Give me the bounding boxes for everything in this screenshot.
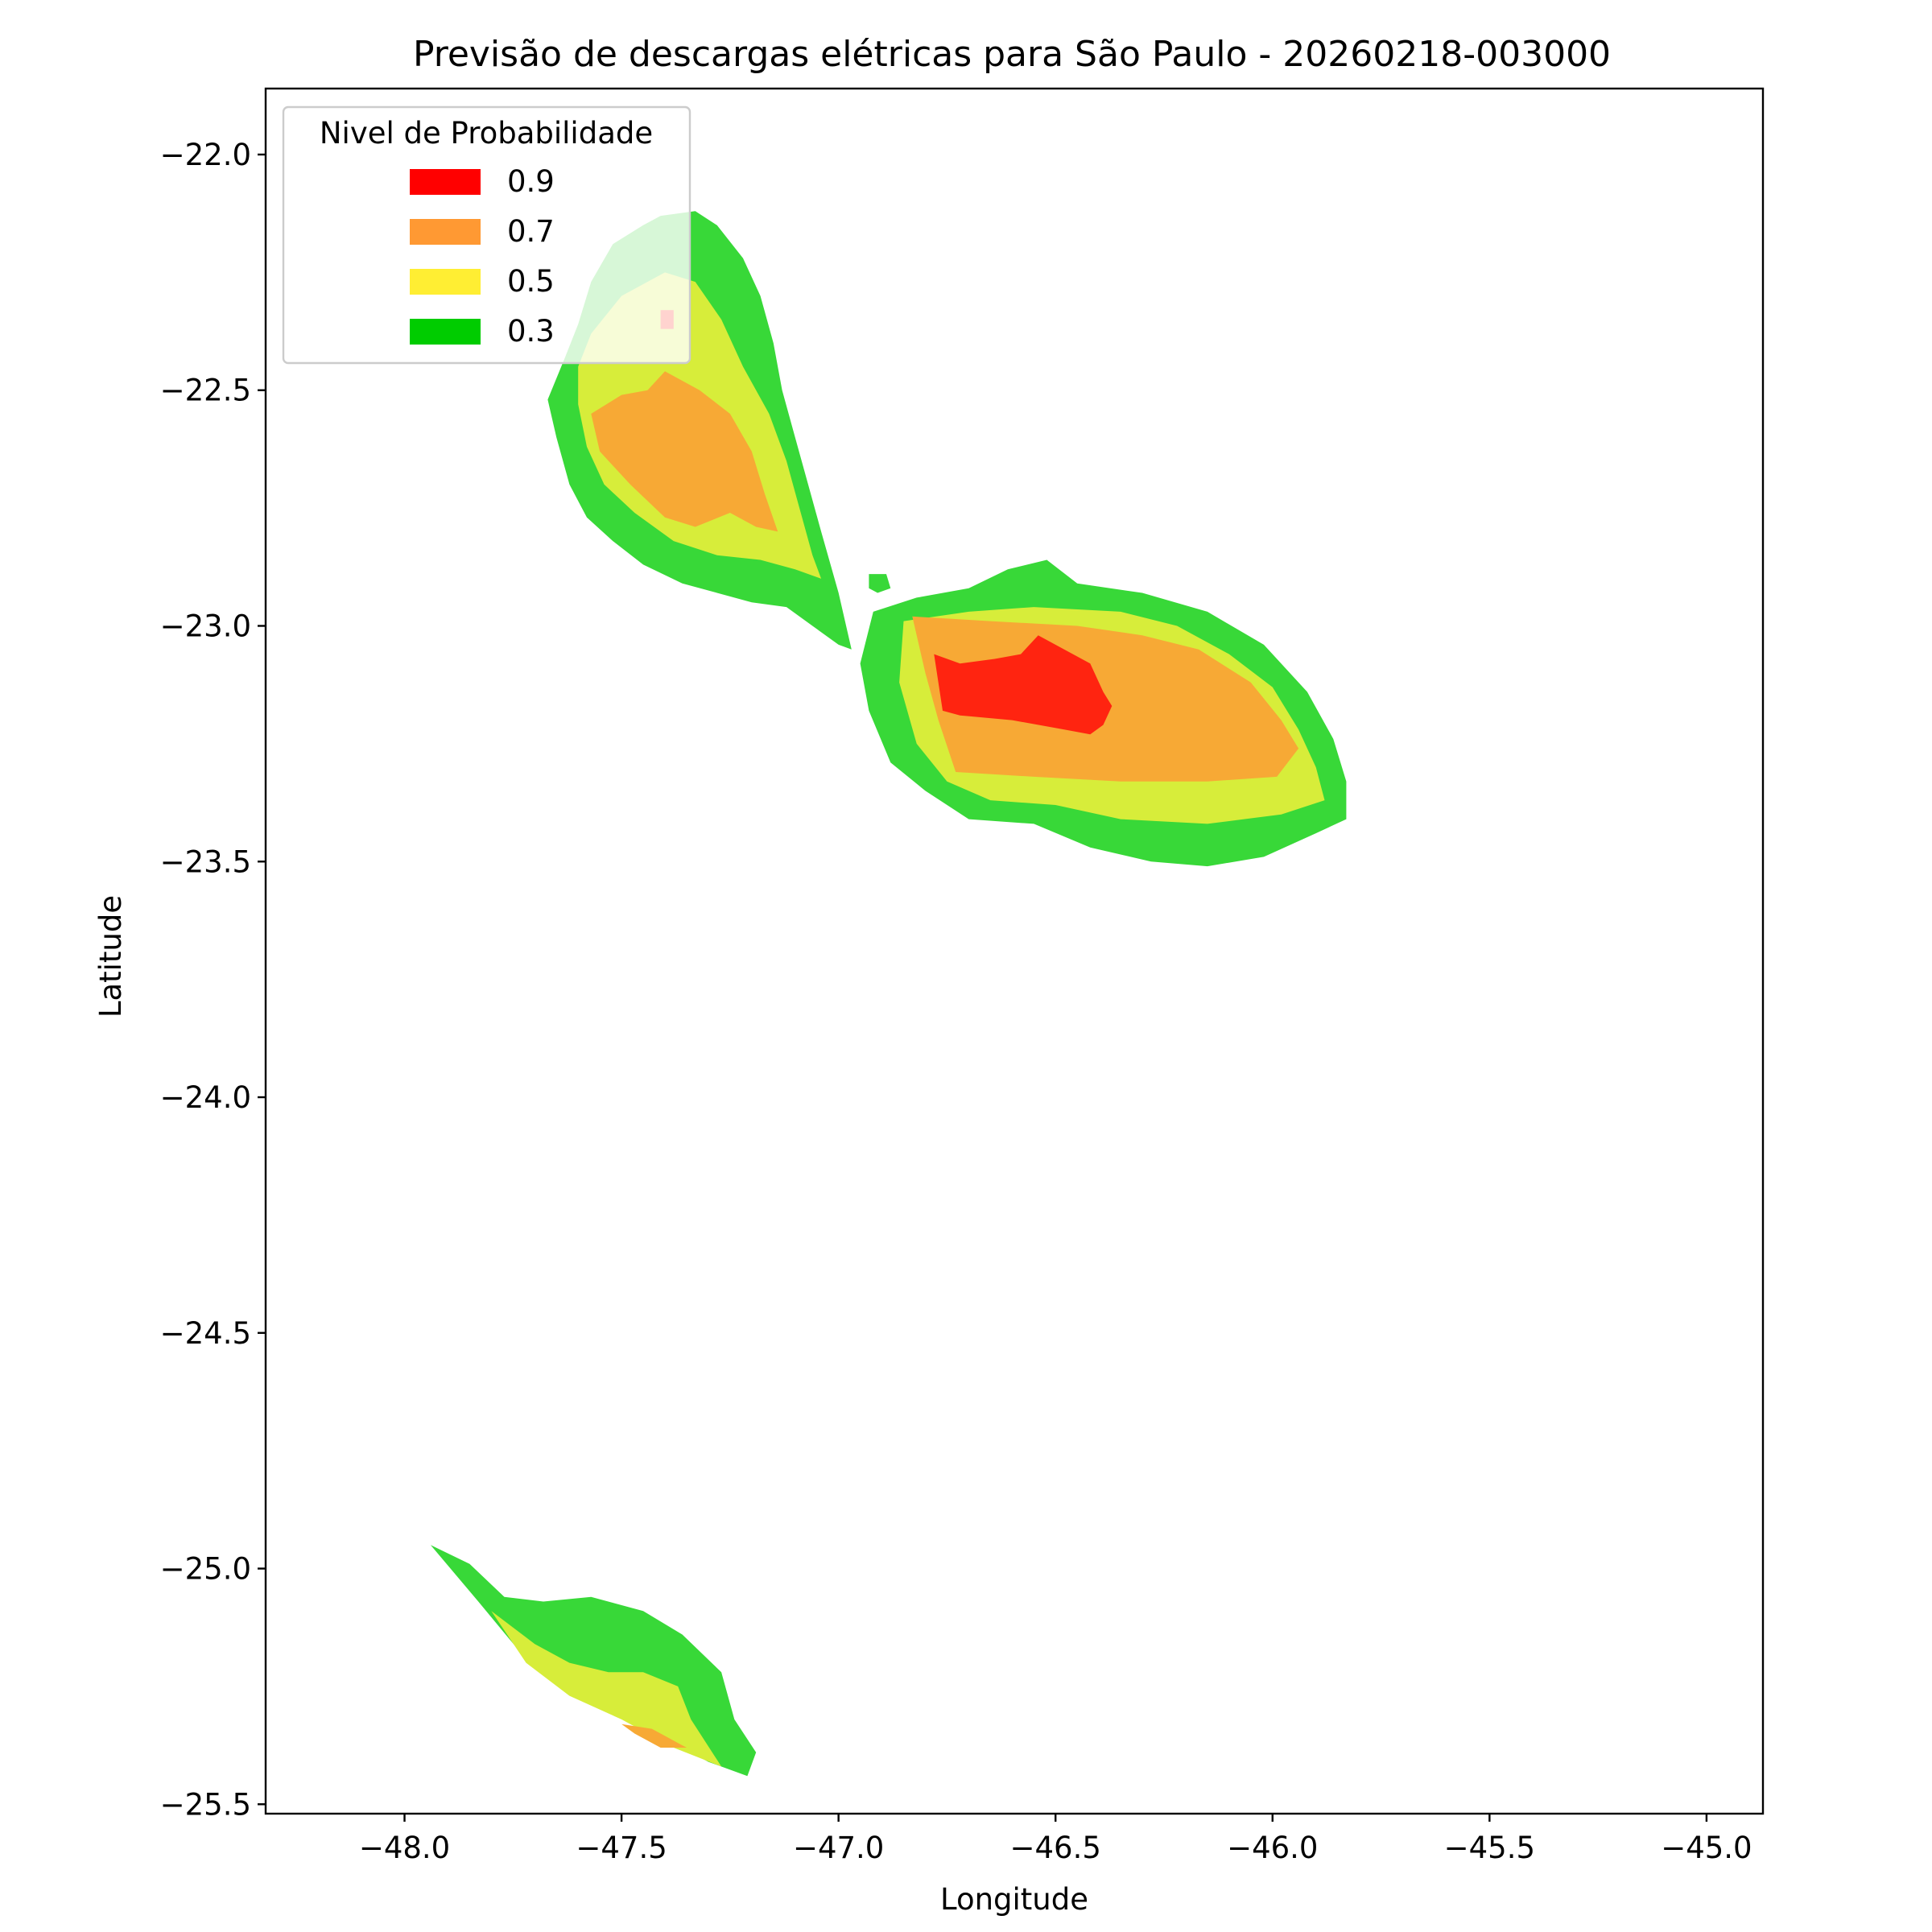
central-cell-level-09-area [934, 635, 1113, 735]
legend-swatch-03 [410, 319, 481, 345]
legend-swatch-05 [410, 269, 481, 295]
legend-swatch-07 [410, 219, 481, 245]
y-tick-label: −24.0 [160, 1080, 251, 1115]
y-tick-label: −23.0 [160, 609, 251, 643]
y-axis-label: Latitude [93, 895, 128, 1018]
legend-label-03: 0.3 [507, 314, 555, 349]
y-tick-label: −25.0 [160, 1552, 251, 1587]
isolated-point-level-03-area [869, 574, 891, 593]
x-tick-label: −47.5 [576, 1831, 667, 1865]
south-cell-region [430, 1545, 757, 1777]
x-axis-ticks: −48.0 −47.5 −47.0 −46.5 −46.0 −45.5 −45.0 [359, 1814, 1752, 1865]
x-tick-label: −45.5 [1444, 1831, 1535, 1865]
central-cell-region [860, 559, 1347, 867]
x-axis-label: Longitude [940, 1882, 1088, 1917]
x-tick-label: −48.0 [359, 1831, 450, 1865]
legend-title: Nivel de Probabilidade [320, 116, 653, 151]
x-tick-label: −47.0 [793, 1831, 884, 1865]
south-cell-level-03-area [430, 1545, 757, 1777]
legend-entries: 0.9 0.7 0.5 0.3 [410, 164, 555, 349]
x-tick-label: −46.0 [1227, 1831, 1318, 1865]
legend-label-07: 0.7 [507, 214, 555, 249]
legend-box [282, 105, 691, 365]
south-cell-level-05-area [491, 1611, 722, 1767]
x-tick-label: −45.0 [1661, 1831, 1752, 1865]
y-tick-label: −22.0 [160, 138, 251, 172]
legend-label-09: 0.9 [507, 164, 555, 199]
plot-area-frame [264, 87, 1765, 1815]
y-tick-label: −23.5 [160, 844, 251, 879]
contour-fills [430, 211, 1347, 1777]
y-axis-ticks: −22.0 −22.5 −23.0 −23.5 −24.0 −24.5 −25.0 −25.5 [160, 138, 266, 1822]
isolated-point-region [869, 574, 891, 593]
y-tick-label: −22.5 [160, 374, 251, 408]
legend: Nivel de Probabilidade 0.9 0.7 0.5 0.3 [282, 105, 691, 365]
legend-swatch-09 [410, 169, 481, 195]
y-tick-label: −24.5 [160, 1316, 251, 1351]
north-cell-level-07-area [591, 371, 778, 532]
south-cell-level-07-area [621, 1724, 687, 1748]
x-tick-label: −46.5 [1010, 1831, 1101, 1865]
legend-label-05: 0.5 [507, 264, 555, 299]
chart-title: Previsão de descargas elétricas para São… [413, 34, 1611, 75]
y-tick-label: −25.5 [160, 1787, 251, 1822]
